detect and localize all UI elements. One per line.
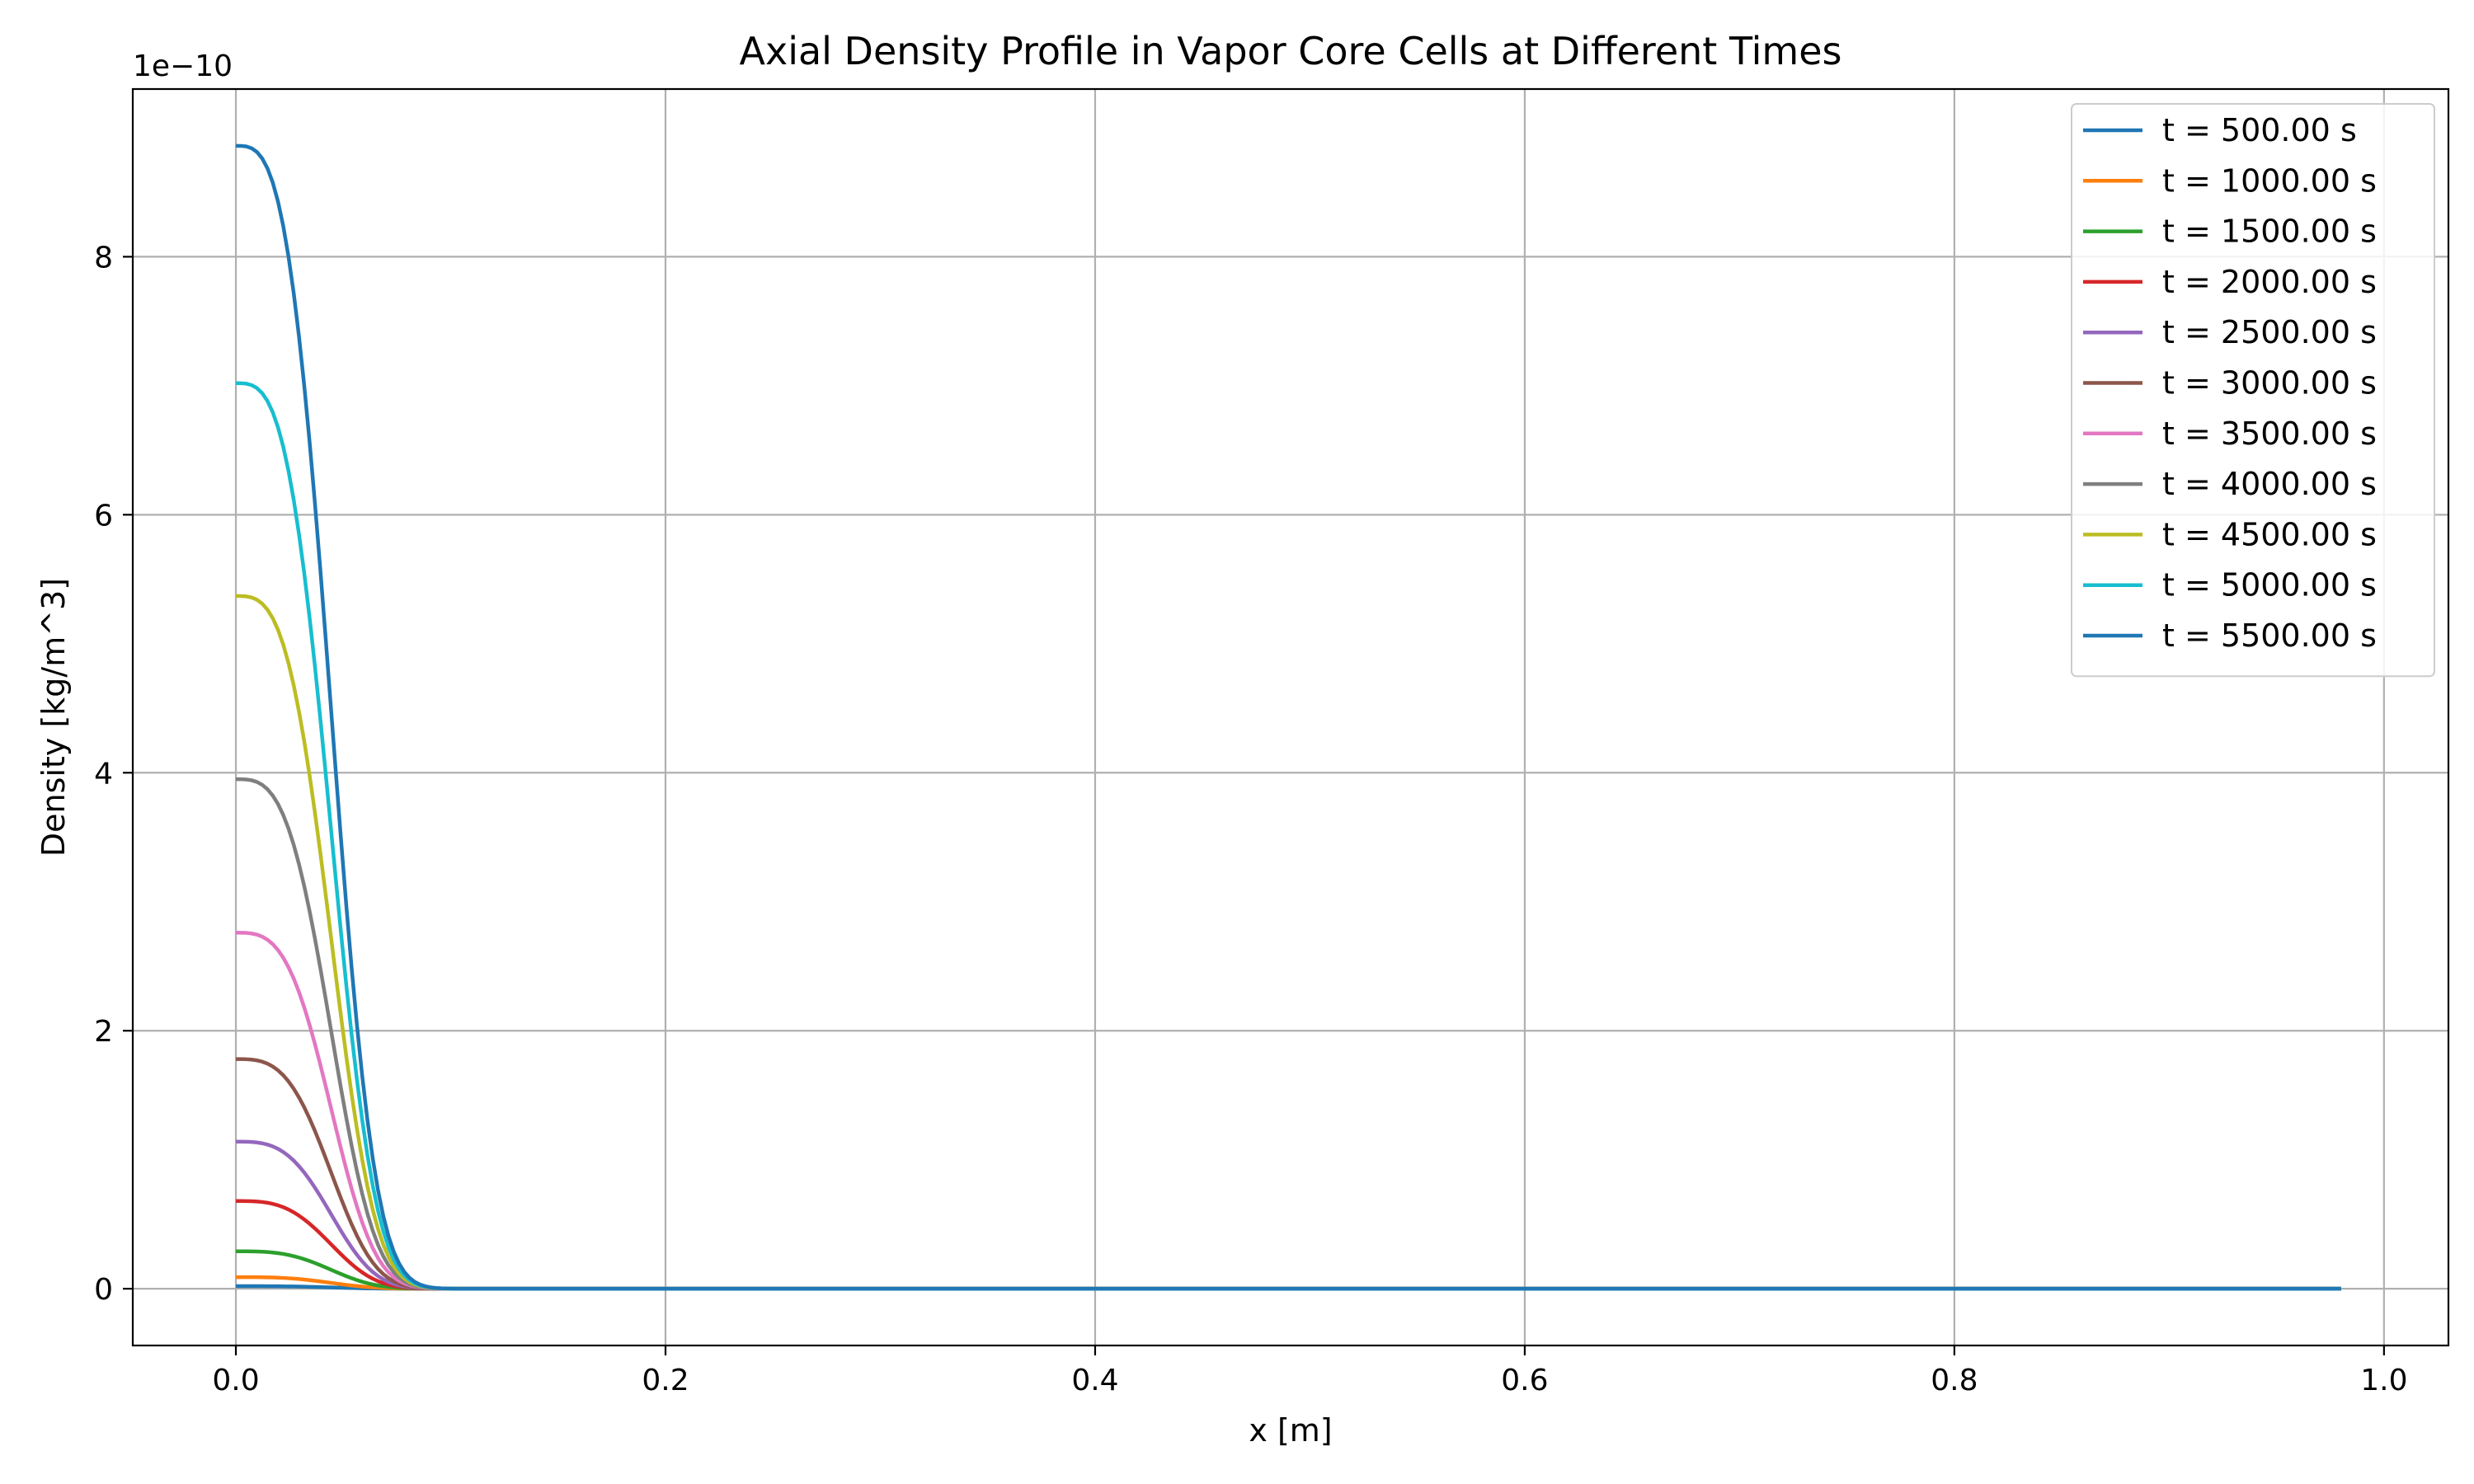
legend-entry-label: t = 4500.00 s xyxy=(2162,516,2377,552)
x-tick-label: 0.2 xyxy=(642,1364,689,1397)
legend-entry-label: t = 1000.00 s xyxy=(2162,162,2377,199)
y-axis-offset-label: 1e−10 xyxy=(133,49,233,83)
legend: t = 500.00 s t = 1000.00 s t = 1500.00 s t … xyxy=(2071,103,2435,678)
legend-entry-label: t = 2500.00 s xyxy=(2162,314,2377,350)
plot-lines xyxy=(235,143,2341,1291)
legend-entry-label: t = 4000.00 s xyxy=(2162,466,2377,502)
legend-entry-label: t = 1500.00 s xyxy=(2162,214,2377,250)
x-tick-label: 1.0 xyxy=(2360,1364,2407,1397)
y-tick-label: 8 xyxy=(94,241,113,275)
legend-entry-label: t = 5000.00 s xyxy=(2162,567,2377,603)
x-tick-label: 0.6 xyxy=(1501,1364,1548,1397)
y-tick-label: 2 xyxy=(94,1015,113,1049)
x-tick-label: 0.4 xyxy=(1071,1364,1118,1397)
x-axis-label: x [m] xyxy=(1249,1412,1332,1449)
legend-entry-label: t = 500.00 s xyxy=(2162,112,2357,148)
series-line-11 xyxy=(235,143,2341,1291)
y-tick-label: 6 xyxy=(94,499,113,533)
y-axis-label: Density [kg/m^3] xyxy=(35,578,72,857)
legend-box xyxy=(2071,103,2435,678)
y-axis: 0 2 4 6 8 xyxy=(94,241,133,1307)
chart-title: Axial Density Profile in Vapor Core Cell… xyxy=(740,29,1842,73)
x-axis: 0.0 0.2 0.4 0.6 0.8 1.0 xyxy=(212,1345,2407,1397)
plot-frame xyxy=(131,87,2450,1347)
y-tick-label: 4 xyxy=(94,757,113,791)
legend-entry-label: t = 3000.00 s xyxy=(2162,365,2377,402)
legend-entry-label: t = 3500.00 s xyxy=(2162,416,2377,452)
legend-entry-label: t = 2000.00 s xyxy=(2162,264,2377,300)
y-tick-label: 0 xyxy=(94,1273,113,1307)
x-tick-label: 0.0 xyxy=(212,1364,259,1397)
x-tick-label: 0.8 xyxy=(1931,1364,1978,1397)
legend-entry-label: t = 5500.00 s xyxy=(2162,618,2377,654)
